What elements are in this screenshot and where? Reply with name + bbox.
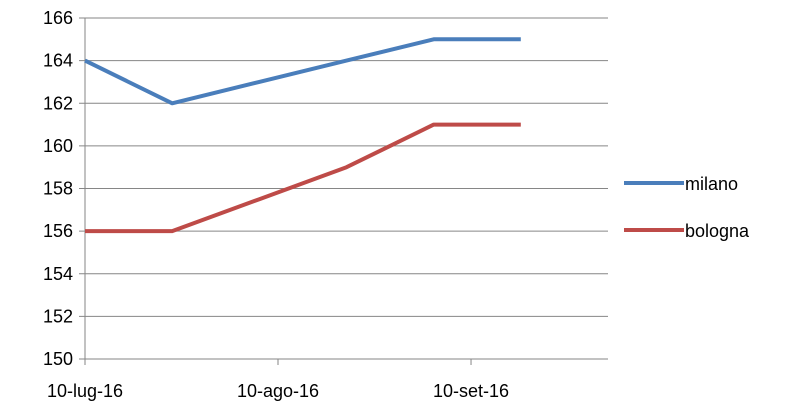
x-tick-label: 10-set-16 xyxy=(433,381,509,401)
legend-label-milano: milano xyxy=(685,174,738,194)
y-tick-label: 158 xyxy=(43,179,73,199)
legend: milano bologna xyxy=(624,174,750,241)
y-tick-label: 154 xyxy=(43,264,73,284)
y-tick-label: 160 xyxy=(43,136,73,156)
series-line-milano xyxy=(84,37,521,106)
legend-label-bologna: bologna xyxy=(685,221,750,241)
x-tick-label: 10-lug-16 xyxy=(47,381,123,401)
series-line-bologna xyxy=(85,122,521,234)
y-tick-label: 166 xyxy=(43,8,73,28)
y-tick-label: 150 xyxy=(43,349,73,369)
y-tick-label: 152 xyxy=(43,306,73,326)
x-tick-label: 10-ago-16 xyxy=(237,381,319,401)
series-lines xyxy=(84,37,521,234)
x-axis-tick-labels: 10-lug-16 10-ago-16 10-set-16 xyxy=(47,359,509,401)
y-tick-label: 162 xyxy=(43,93,73,113)
y-tick-label: 164 xyxy=(43,51,73,71)
y-axis-tick-labels: 150 152 154 156 158 160 162 164 166 xyxy=(43,8,85,369)
y-tick-label: 156 xyxy=(43,221,73,241)
